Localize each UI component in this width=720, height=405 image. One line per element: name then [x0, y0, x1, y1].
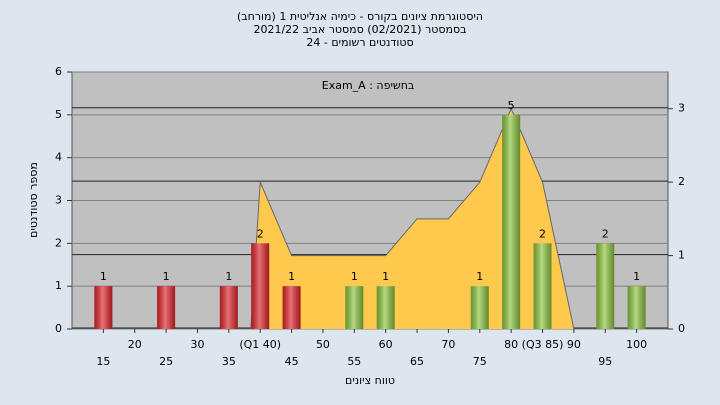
data-label: 1 — [288, 270, 295, 283]
data-label: 2 — [539, 227, 546, 240]
y2-tick-label: 2 — [678, 175, 685, 188]
curve-area — [250, 108, 574, 329]
bar-shade — [376, 286, 395, 329]
x-tick-label: 70 — [441, 338, 455, 351]
x-tick-label: 20 — [128, 338, 142, 351]
x-tick-label: (Q3 85) — [522, 338, 564, 351]
data-label: 1 — [382, 270, 389, 283]
y2-tick-label: 0 — [678, 322, 685, 335]
y-axis-label: מספר סטודנטים — [27, 162, 40, 238]
bar-shade — [94, 286, 113, 329]
y2-tick-label: 1 — [678, 249, 685, 262]
data-label: 5 — [508, 99, 515, 112]
bar-shade — [219, 286, 238, 329]
x-tick-label: 30 — [190, 338, 204, 351]
x-tick-label: 60 — [379, 338, 393, 351]
x-tick-label: 80 — [504, 338, 518, 351]
data-label: 1 — [163, 270, 170, 283]
annotation: Exam_A : בחשיפה — [322, 79, 415, 92]
bar-shade — [251, 243, 270, 329]
chart-subtitle: 24 - סטודנטים רשומים — [306, 36, 413, 49]
x-tick-label: 25 — [159, 355, 173, 368]
data-label: 1 — [633, 270, 640, 283]
x-tick-label: 75 — [473, 355, 487, 368]
x-tick-label: 55 — [347, 355, 361, 368]
data-label: 1 — [225, 270, 232, 283]
data-label: 1 — [476, 270, 483, 283]
y-tick-label: 3 — [55, 194, 62, 207]
chart-title: היסטוגרמת ציונים בקורס - כימיה אנליטית 1… — [237, 10, 483, 23]
bar-shade — [470, 286, 489, 329]
data-label: 2 — [602, 227, 609, 240]
y-tick-label: 4 — [55, 151, 62, 164]
bar-shade — [345, 286, 364, 329]
x-tick-label: 100 — [626, 338, 647, 351]
y-tick-label: 5 — [55, 108, 62, 121]
x-axis-label: טווח ציונים — [345, 374, 395, 387]
x-tick-label: 35 — [222, 355, 236, 368]
y-tick-label: 1 — [55, 279, 62, 292]
bar-shade — [533, 243, 552, 329]
x-tick-label: 65 — [410, 355, 424, 368]
y2-tick-label: 3 — [678, 102, 685, 115]
bar-shade — [282, 286, 301, 329]
y-tick-label: 6 — [55, 65, 62, 78]
data-label: 2 — [257, 227, 264, 240]
x-tick-label: 50 — [316, 338, 330, 351]
y-tick-label: 0 — [55, 322, 62, 335]
x-tick-label: (Q1 40) — [239, 338, 281, 351]
x-tick-label: 90 — [567, 338, 581, 351]
bar-shade — [502, 114, 521, 329]
x-tick-label: 45 — [285, 355, 299, 368]
data-label: 1 — [100, 270, 107, 283]
bar-shade — [157, 286, 176, 329]
y-tick-label: 2 — [55, 236, 62, 249]
chart-subtitle: בסמסטר (02/2021) סמסטר אביב 2021/22 — [253, 23, 466, 36]
x-tick-label: 15 — [96, 355, 110, 368]
data-label: 1 — [351, 270, 358, 283]
bar-shade — [627, 286, 646, 329]
x-tick-label: 95 — [598, 355, 612, 368]
bar-shade — [596, 243, 615, 329]
